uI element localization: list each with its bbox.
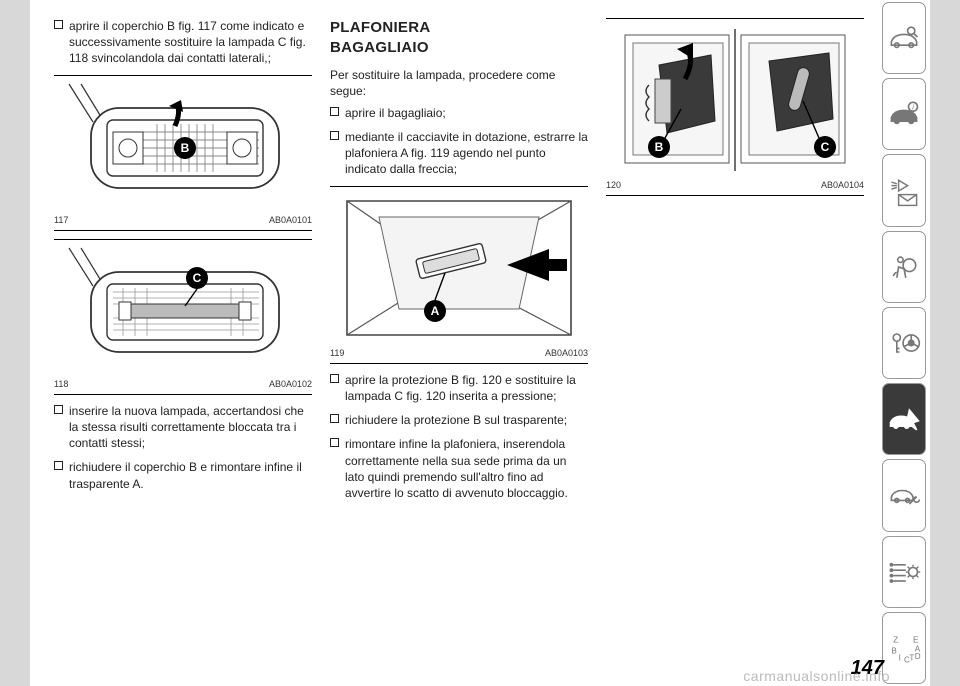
figure-image: B: [54, 82, 312, 210]
svg-text:I: I: [899, 653, 901, 662]
heading-line: PLAFONIERA: [330, 19, 431, 36]
figure-image: A: [330, 193, 588, 343]
svg-text:B: B: [891, 646, 896, 655]
bullet-item: richiudere la protezione B sul trasparen…: [330, 412, 588, 428]
figure-image: C: [54, 246, 312, 374]
figure-tag-a: A: [431, 304, 440, 318]
bullet-item: richiudere il coperchio B e rimontare in…: [54, 459, 312, 491]
column-3: B: [606, 18, 864, 672]
svg-text:D: D: [915, 652, 921, 661]
figure-caption: 119 AB0A0103: [330, 347, 588, 359]
figure-120: B: [606, 18, 864, 196]
paragraph: Per sostituire la lampada, procedere com…: [330, 67, 588, 99]
figure-caption: 118 AB0A0102: [54, 378, 312, 390]
side-airbag-icon[interactable]: [882, 231, 926, 303]
manual-page: aprire il coperchio B fig. 117 come indi…: [30, 0, 930, 686]
bullet-icon: [330, 107, 339, 116]
bullet-text: richiudere la protezione B sul trasparen…: [345, 412, 588, 428]
bullet-item: aprire la protezione B fig. 120 e sostit…: [330, 372, 588, 404]
side-car-info-icon[interactable]: i: [882, 78, 926, 150]
column-2: PLAFONIERA BAGAGLIAIO Per sostituire la …: [330, 18, 588, 672]
svg-text:Z: Z: [893, 635, 898, 644]
figure-code: AB0A0102: [269, 378, 312, 390]
figure-caption: 117 AB0A0101: [54, 214, 312, 226]
figure-number: 120: [606, 179, 621, 191]
figure-code: AB0A0101: [269, 214, 312, 226]
figure-caption: 120 AB0A0104: [606, 179, 864, 191]
bullet-item: mediante il cacciavite in dotazione, est…: [330, 129, 588, 178]
bullet-item: rimontare infine la plafoniera, inserend…: [330, 436, 588, 501]
bullet-item: aprire il bagagliaio;: [330, 105, 588, 121]
figure-number: 118: [54, 378, 68, 390]
side-key-wheel-icon[interactable]: [882, 307, 926, 379]
svg-text:T: T: [909, 653, 914, 662]
figure-tag-c: C: [821, 140, 830, 154]
bullet-icon: [54, 20, 63, 29]
bullet-item: aprire il coperchio B fig. 117 come indi…: [54, 18, 312, 67]
figure-code: AB0A0103: [545, 347, 588, 359]
side-car-search-icon[interactable]: [882, 2, 926, 74]
bullet-text: richiudere il coperchio B e rimontare in…: [69, 459, 312, 491]
bullet-text: inserire la nuova lampada, accertandosi …: [69, 403, 312, 452]
section-sidebar: i: [878, 0, 930, 686]
bullet-icon: [330, 374, 339, 383]
bullet-icon: [330, 438, 339, 447]
figure-tag-b: B: [655, 140, 664, 154]
bullet-text: aprire la protezione B fig. 120 e sostit…: [345, 372, 588, 404]
watermark: carmanualsonline.info: [743, 668, 890, 684]
bullet-icon: [330, 414, 339, 423]
side-car-crash-icon[interactable]: [882, 383, 926, 455]
content-columns: aprire il coperchio B fig. 117 come indi…: [30, 0, 878, 686]
bullet-text: aprire il bagagliaio;: [345, 105, 588, 121]
svg-text:E: E: [913, 635, 919, 644]
figure-number: 119: [330, 347, 344, 359]
section-heading: PLAFONIERA BAGAGLIAIO: [330, 18, 588, 59]
side-light-mail-icon[interactable]: [882, 154, 926, 226]
figure-tag-c: C: [193, 271, 202, 285]
figure-image: B: [606, 25, 864, 175]
bullet-text: rimontare infine la plafoniera, inserend…: [345, 436, 588, 501]
figure-tag-b: B: [181, 141, 190, 155]
figure-code: AB0A0104: [821, 179, 864, 191]
heading-line: BAGAGLIAIO: [330, 39, 429, 56]
figure-118: C 118 AB0A0102: [54, 239, 312, 395]
figure-117: B 117 AB0A0101: [54, 75, 312, 231]
bullet-text: aprire il coperchio B fig. 117 come indi…: [69, 18, 312, 67]
bullet-icon: [54, 405, 63, 414]
figure-119: A 119 AB0A0103: [330, 186, 588, 364]
side-car-wrench-icon[interactable]: [882, 459, 926, 531]
bullet-icon: [330, 131, 339, 140]
figure-number: 117: [54, 214, 68, 226]
bullet-icon: [54, 461, 63, 470]
bullet-text: mediante il cacciavite in dotazione, est…: [345, 129, 588, 178]
svg-text:i: i: [912, 103, 914, 112]
bullet-item: inserire la nuova lampada, accertandosi …: [54, 403, 312, 452]
column-1: aprire il coperchio B fig. 117 come indi…: [54, 18, 312, 672]
side-list-gear-icon[interactable]: [882, 536, 926, 608]
